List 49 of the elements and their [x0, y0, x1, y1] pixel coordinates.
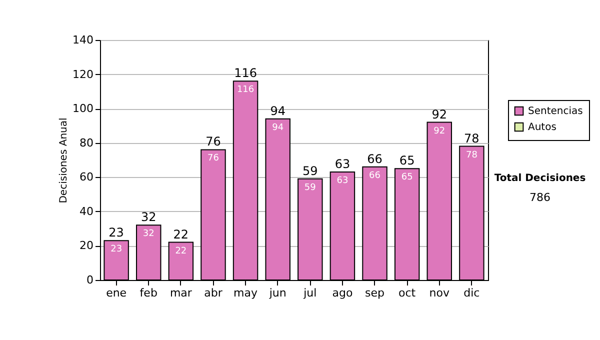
x-tick-label: feb	[140, 286, 158, 300]
x-tick-label: ago	[332, 286, 353, 300]
legend-label: Autos	[528, 122, 556, 133]
y-axis-title: Decisiones Anual	[58, 118, 70, 204]
y-tick-label: 20	[80, 239, 94, 252]
data-label: 92	[434, 126, 446, 136]
x-tick-label: may	[234, 286, 258, 300]
x-tick-label: abr	[204, 286, 223, 300]
y-tick-label: 0	[86, 274, 94, 286]
data-label: 66	[369, 170, 381, 181]
x-tick-label: jun	[268, 286, 286, 300]
total-label: 22	[173, 227, 189, 242]
x-tick-label: ene	[106, 286, 127, 300]
total-label: 116	[234, 66, 257, 80]
legend-label: Sentencias	[528, 106, 583, 117]
data-label: 22	[175, 246, 187, 256]
total-label: 78	[464, 131, 480, 146]
data-label: 94	[272, 122, 284, 133]
data-label: 116	[236, 85, 254, 96]
y-tick-label: 40	[80, 204, 94, 218]
data-label: 76	[208, 154, 220, 164]
y-tick-label: 60	[80, 170, 94, 184]
y-tick-label: 100	[72, 102, 94, 116]
total-label: 66	[367, 152, 382, 166]
x-tick-label: mar	[170, 286, 192, 300]
total-label: 59	[302, 164, 318, 178]
total-label: 76	[206, 134, 221, 149]
total-label: 92	[432, 107, 448, 122]
data-label: 32	[142, 229, 154, 240]
data-label: 63	[336, 176, 348, 186]
y-tick-label: 80	[80, 136, 94, 150]
total-label: 32	[140, 210, 156, 224]
x-tick-label: dic	[464, 286, 480, 300]
data-label: 65	[401, 172, 413, 183]
total-label: 94	[270, 104, 286, 118]
x-tick-label: sep	[365, 286, 385, 300]
total-label: 65	[399, 154, 415, 168]
data-label: 59	[304, 182, 316, 193]
data-label: 23	[110, 244, 122, 255]
text: 786	[530, 191, 550, 204]
text: Total Decisiones	[494, 173, 586, 184]
x-tick-label: jul	[302, 286, 317, 300]
data-label: 78	[466, 150, 478, 160]
total-label: 23	[108, 226, 124, 240]
x-tick-label: nov	[429, 286, 450, 300]
x-tick-label: oct	[398, 286, 416, 300]
y-tick-label: 140	[72, 34, 94, 46]
total-label: 63	[334, 157, 350, 171]
y-tick-label: 120	[72, 68, 94, 81]
